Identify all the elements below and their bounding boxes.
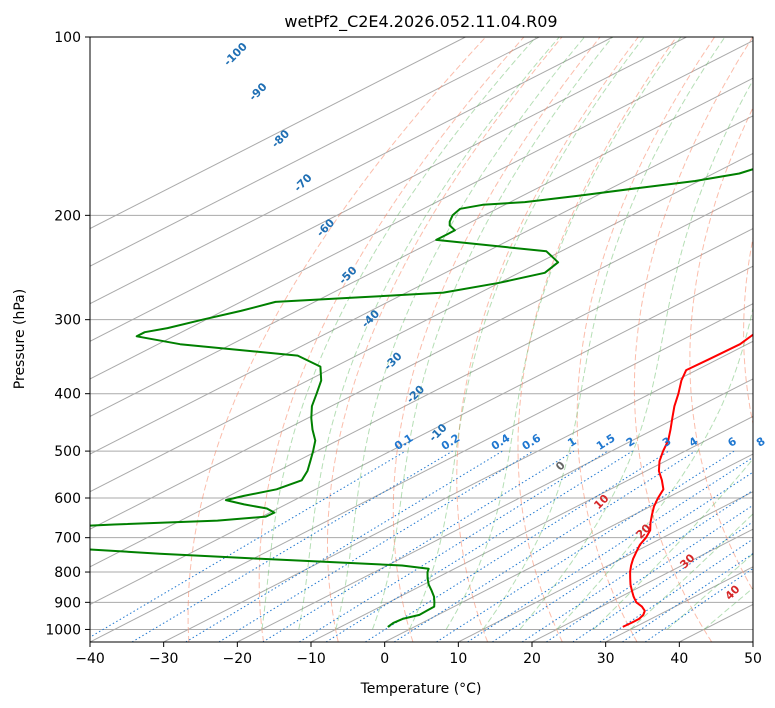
dry-adiabat-line [258, 37, 525, 642]
x-tick-label: 10 [449, 651, 467, 667]
isotherm-line [90, 40, 753, 380]
y-tick-label: 700 [54, 531, 81, 547]
dry-adiabat-line [392, 37, 601, 642]
moist-adiabat-line [261, 37, 537, 630]
dry-adiabat-line [517, 37, 677, 642]
series-layer [90, 168, 753, 628]
isotherm-line [237, 378, 753, 642]
y-tick-label: 600 [54, 491, 81, 507]
moist-adiabat-line [519, 79, 753, 630]
isotherm-line [90, 228, 753, 568]
dry-adiabat-line [456, 37, 639, 642]
mixing-ratio-line [90, 450, 406, 638]
dry-adiabat-line [743, 235, 753, 426]
y-tick-label: 400 [54, 387, 81, 403]
isotherm-line [90, 265, 753, 605]
mixing-ratio-line [262, 450, 575, 642]
isotherm-line [90, 37, 466, 230]
moist-adiabat-line [298, 37, 560, 630]
mixing-ratio-line [467, 456, 753, 642]
isotherm-line [90, 115, 753, 455]
mixing-ratio-line [218, 450, 534, 642]
dry-adiabat-line [327, 37, 563, 642]
chart-title: wetPf2_C2E4.2026.052.11.04.R09 [284, 12, 557, 32]
x-axis-label: Temperature (°C) [360, 681, 482, 697]
mixing-ratio-line [325, 450, 633, 642]
mixing-ratio-line [393, 450, 696, 642]
mixing-ratio-line [298, 450, 608, 642]
moist-adiabat-line [445, 37, 682, 630]
isotherm-line [90, 152, 753, 493]
isotherm-line [90, 37, 614, 305]
moist-adiabat-line [371, 37, 613, 630]
mixing-ratio-line [572, 521, 753, 642]
y-tick-label: 900 [54, 595, 81, 611]
x-tick-label: 20 [523, 651, 541, 667]
isotherm-line [90, 37, 540, 267]
moist-adiabat-line [335, 37, 585, 630]
dry-adiabat-line [633, 37, 753, 642]
moist-adiabat-line [556, 306, 753, 630]
isotherm-line [458, 491, 753, 642]
isotherm-line [163, 340, 753, 642]
x-tick-label: 40 [670, 651, 688, 667]
isotherm-line [90, 77, 753, 418]
mixing-ratio-line [185, 450, 503, 642]
x-tick-label: 0 [380, 651, 389, 667]
isotherm-line [310, 415, 753, 642]
mixing-ratio-line [546, 504, 753, 642]
isotherm-line [90, 303, 753, 642]
isotherm-line [384, 453, 753, 642]
y-axis-label: Pressure (hPa) [12, 289, 28, 389]
axis-layer: −40 −30 −20 −10 0 10 20 30 40 50 100 200 300 400 500 60… [45, 30, 762, 667]
y-tick-label: 1000 [45, 622, 81, 638]
plot-frame [89, 36, 754, 643]
mixing-ratio-line [644, 567, 753, 642]
temperature-profile-line [622, 333, 753, 628]
y-tick-label: 500 [54, 444, 81, 460]
x-tick-label: −40 [75, 651, 105, 667]
x-tick-label: 50 [744, 651, 762, 667]
dry-adiabat-line [576, 37, 716, 642]
isotherm-line [531, 528, 753, 642]
dewpoint-profile-line [90, 168, 753, 628]
grid-layer [90, 37, 753, 642]
x-tick-label: 30 [597, 651, 615, 667]
isotherm-line [90, 37, 687, 342]
mixing-ratio-line [622, 552, 753, 642]
y-tick-label: 200 [54, 208, 81, 224]
moist-adiabat-line [408, 37, 645, 630]
isotherm-line [90, 190, 753, 530]
x-tick-label: −10 [296, 651, 326, 667]
mixing-ratio-line [436, 450, 735, 642]
moist-adiabat-line [666, 553, 753, 630]
mixing-ratio-label: 10 [774, 432, 775, 451]
x-tick-label: −20 [223, 651, 253, 667]
y-tick-label: 300 [54, 313, 81, 329]
moist-adiabat-line [593, 458, 753, 630]
y-tick-label: 100 [54, 30, 81, 46]
dry-adiabat-line [689, 106, 753, 592]
mixing-ratio-line [599, 538, 753, 642]
dry-adiabat-line [187, 37, 487, 642]
x-tick-label: −30 [149, 651, 179, 667]
moist-adiabat-line [482, 37, 726, 630]
y-tick-label: 800 [54, 565, 81, 581]
